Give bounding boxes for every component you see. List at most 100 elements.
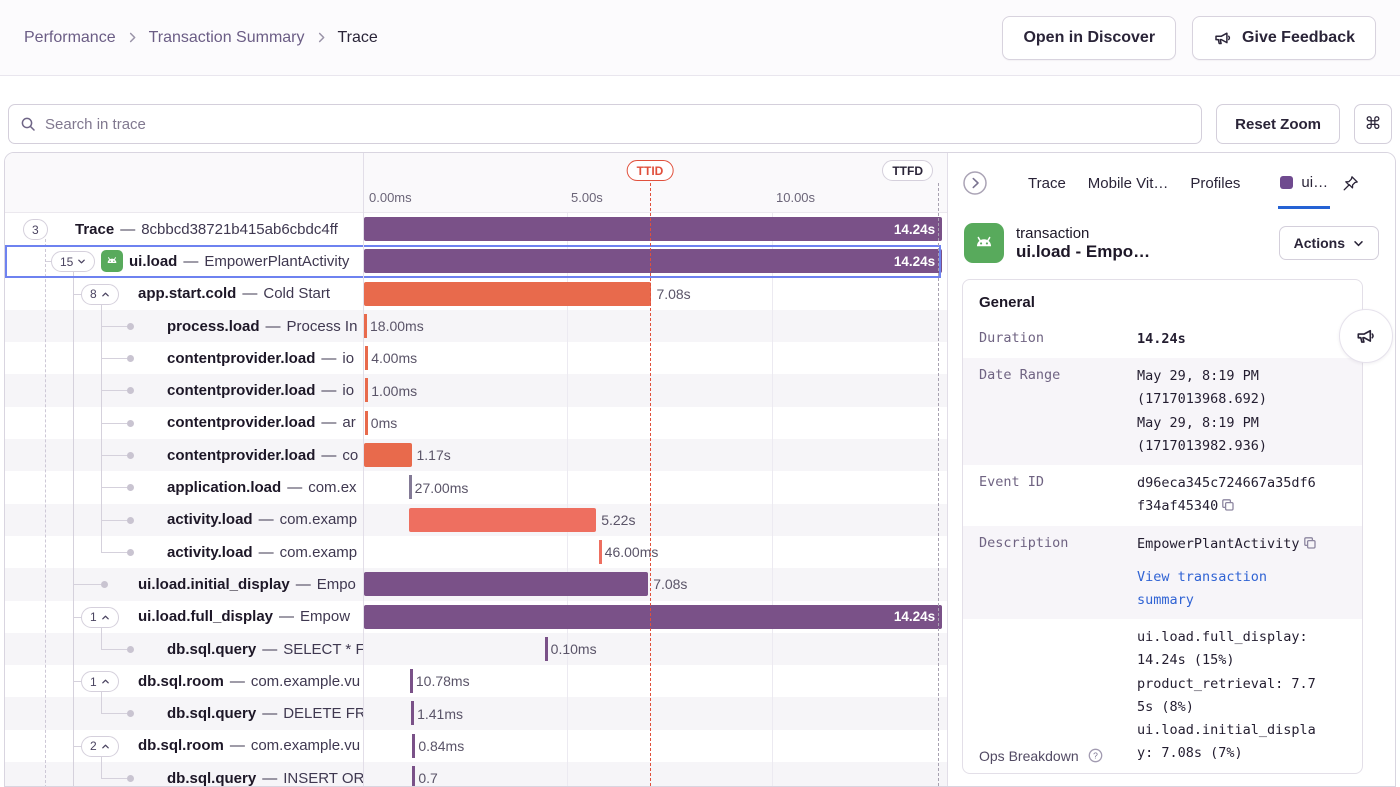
span-duration-tick[interactable] xyxy=(365,346,369,371)
span-duration-label: 0ms xyxy=(370,414,398,431)
span-tree-row[interactable]: db.sql.query — INSERT OR xyxy=(5,762,363,786)
span-duration-tick[interactable] xyxy=(598,539,602,564)
tree-connector xyxy=(101,778,127,780)
view-transaction-summary-link[interactable]: View transaction summary xyxy=(1137,568,1268,608)
span-tree-row[interactable]: application.load — com.ex xyxy=(5,471,363,503)
span-row-label: activity.load — com.examp xyxy=(167,543,358,561)
span-tree-row[interactable]: 2 db.sql.room — com.example.vu xyxy=(5,730,363,762)
span-count-pill[interactable]: 8 xyxy=(81,283,119,305)
span-bullet xyxy=(101,581,108,589)
tree-connector-line xyxy=(101,692,102,714)
expand-panel-button[interactable] xyxy=(960,168,990,198)
span-tree-row[interactable]: 8 app.start.cold — Cold Start xyxy=(5,278,363,310)
span-tree-row[interactable]: contentprovider.load — co xyxy=(5,439,363,472)
reset-zoom-button[interactable]: Reset Zoom xyxy=(1216,104,1340,144)
span-tree-row[interactable]: db.sql.query — DELETE FR xyxy=(5,697,363,730)
give-feedback-button[interactable]: Give Feedback xyxy=(1192,15,1376,60)
span-row-label: contentprovider.load — ar xyxy=(167,414,356,432)
tab-profiles[interactable]: Profiles xyxy=(1188,157,1242,210)
open-in-discover-button[interactable]: Open in Discover xyxy=(1002,15,1177,60)
pin-tab-button[interactable] xyxy=(1340,173,1361,194)
svg-text:?: ? xyxy=(1093,751,1098,761)
header-actions: Open in Discover Give Feedback xyxy=(1002,15,1376,60)
span-tree-row[interactable]: contentprovider.load — io xyxy=(5,342,363,374)
span-tree-row[interactable]: activity.load — com.examp xyxy=(5,503,363,536)
span-count-pill[interactable]: 1 xyxy=(81,606,119,628)
tab-current-transaction[interactable]: ui… xyxy=(1278,158,1331,209)
waterfall-row: 0.10ms xyxy=(364,632,947,666)
transaction-type-label: transaction xyxy=(1016,224,1090,242)
tab-mobile-vitals[interactable]: Mobile Vit… xyxy=(1086,157,1171,210)
copy-icon[interactable] xyxy=(1300,536,1317,553)
ttfd-marker-pill[interactable]: TTFD xyxy=(882,160,933,181)
tab-current-transaction-label: ui… xyxy=(1301,173,1329,191)
tree-connector xyxy=(73,681,81,683)
tree-connector xyxy=(73,584,101,586)
span-duration-bar[interactable] xyxy=(408,507,597,532)
span-duration-tick[interactable] xyxy=(408,475,412,500)
detail-row-label: Date Range xyxy=(979,367,1061,384)
actions-button[interactable]: Actions xyxy=(1278,226,1379,260)
breadcrumb-item-performance[interactable]: Performance xyxy=(24,28,116,46)
span-duration-tick[interactable] xyxy=(544,636,548,661)
detail-row-duration: Duration 14.24s xyxy=(963,321,1362,358)
span-tree-row[interactable]: 1 db.sql.room — com.example.vu xyxy=(5,665,363,697)
span-row-label: contentprovider.load — co xyxy=(167,446,359,464)
help-icon[interactable]: ? xyxy=(1088,748,1103,763)
span-count-pill[interactable]: 3 xyxy=(23,219,48,240)
span-count-pill[interactable]: 15 xyxy=(51,251,96,273)
span-bullet xyxy=(127,775,134,783)
waterfall-row: 1.17s xyxy=(364,439,947,472)
megaphone-icon xyxy=(1213,28,1233,48)
waterfall-row: 5.22s xyxy=(364,503,947,536)
detail-row-event-id: Event ID d96eca345c724667a35df6f34af45340 xyxy=(963,465,1362,525)
span-tree-row[interactable]: 1 ui.load.full_display — Empow xyxy=(5,601,363,633)
general-card: General Duration 14.24s Date Range May 29, … xyxy=(962,279,1363,774)
tab-trace[interactable]: Trace xyxy=(1026,157,1068,210)
span-bullet xyxy=(127,548,134,556)
span-duration-tick[interactable] xyxy=(411,701,415,726)
tree-connector xyxy=(101,487,127,489)
span-duration-tick[interactable] xyxy=(364,410,368,435)
span-row-label: db.sql.room — com.example.vu xyxy=(138,737,361,755)
span-row-label: activity.load — com.examp xyxy=(167,511,358,529)
span-duration-bar[interactable] xyxy=(364,572,649,597)
span-tree-row[interactable]: activity.load — com.examp xyxy=(5,536,363,568)
span-duration-bar[interactable] xyxy=(364,281,652,306)
span-duration-label: 7.08s xyxy=(656,285,691,302)
search-input[interactable] xyxy=(8,104,1203,144)
span-tree-row[interactable]: 15 ui.load — EmpowerPlantActivity xyxy=(5,245,363,278)
span-tree-row[interactable]: contentprovider.load — ar xyxy=(5,407,363,439)
waterfall-row: 0.84ms xyxy=(364,730,947,762)
span-duration-bar[interactable] xyxy=(364,249,943,274)
span-count-pill[interactable]: 2 xyxy=(81,735,119,757)
span-duration-tick[interactable] xyxy=(412,733,416,758)
waterfall-row: 18.00ms xyxy=(364,309,947,343)
card-heading: General xyxy=(979,294,1035,311)
android-icon xyxy=(101,250,123,273)
span-duration-bar[interactable] xyxy=(364,604,943,629)
span-duration-bar[interactable] xyxy=(364,217,943,241)
breadcrumb-item-transaction-summary[interactable]: Transaction Summary xyxy=(148,28,305,46)
span-count-pill[interactable]: 1 xyxy=(81,671,119,693)
span-tree-row[interactable]: contentprovider.load — io xyxy=(5,374,363,407)
ttid-marker-pill[interactable]: TTID xyxy=(626,160,674,181)
span-duration-tick[interactable] xyxy=(412,766,416,786)
span-duration-label: 0.84ms xyxy=(418,737,465,754)
span-tree-row[interactable]: ui.load.initial_display — Empo xyxy=(5,568,363,601)
waterfall-row: 0ms xyxy=(364,407,947,439)
copy-icon[interactable] xyxy=(1218,498,1235,515)
floating-feedback-button[interactable] xyxy=(1339,309,1393,363)
span-tree-row[interactable]: db.sql.query — SELECT * F xyxy=(5,632,363,666)
span-duration-tick[interactable] xyxy=(364,313,367,338)
detail-row-label: Duration xyxy=(979,330,1045,346)
span-duration-bar[interactable] xyxy=(364,443,412,468)
tree-connector-line xyxy=(101,303,102,552)
span-duration-tick[interactable] xyxy=(365,378,369,403)
span-tree-row[interactable]: 3 Trace —8cbbcd38721b415ab6cbdc4ff xyxy=(5,213,363,245)
span-tree-row[interactable]: process.load — Process In xyxy=(5,309,363,343)
waterfall-row: 4.00ms xyxy=(364,342,947,374)
waterfall-row: 10.78ms xyxy=(364,665,947,697)
shortcuts-button[interactable]: ⌘ xyxy=(1354,104,1392,144)
span-duration-tick[interactable] xyxy=(409,669,413,694)
